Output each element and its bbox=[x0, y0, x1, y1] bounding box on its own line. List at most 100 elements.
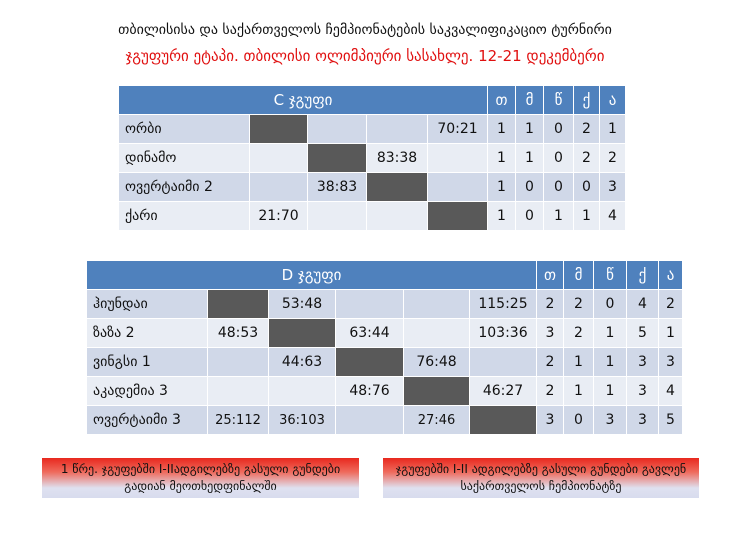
diagonal-cell bbox=[469, 405, 537, 435]
stat-column-header: ა bbox=[599, 85, 626, 115]
diagonal-cell bbox=[207, 289, 269, 319]
team-stat: 1 bbox=[487, 114, 516, 144]
team-name: ჰიუნდაი bbox=[86, 289, 208, 319]
group-title: D ჯგუფი bbox=[86, 260, 537, 290]
team-stat: 4 bbox=[626, 289, 659, 319]
match-score: 83:38 bbox=[366, 143, 428, 173]
match-score bbox=[307, 114, 367, 144]
match-score bbox=[207, 347, 269, 377]
match-score bbox=[335, 289, 404, 319]
match-score: 44:63 bbox=[268, 347, 336, 377]
tournament-title: თბილისისა და საქართველოს ჩემპიონატების ს… bbox=[118, 22, 612, 38]
team-stat: 1 bbox=[515, 114, 544, 144]
team-stat: 3 bbox=[536, 405, 564, 435]
match-score bbox=[427, 172, 488, 202]
team-name: აკადემია 3 bbox=[86, 376, 208, 406]
team-row: დინამო 83:38 1 1 0 2 2 bbox=[118, 143, 626, 173]
qualification-note-championship: ჯგუფებში I-II ადგილებზე გასული გუნდები გ… bbox=[383, 458, 699, 498]
team-row: ქარი 21:70 1 0 1 1 4 bbox=[118, 201, 626, 231]
team-stat: 0 bbox=[543, 172, 574, 202]
diagonal-cell bbox=[366, 172, 428, 202]
match-score: 63:44 bbox=[335, 318, 404, 348]
team-name: ზაზა 2 bbox=[86, 318, 208, 348]
match-score bbox=[268, 376, 336, 406]
match-score: 27:46 bbox=[403, 405, 470, 435]
team-stat: 1 bbox=[593, 376, 627, 406]
team-name: ქარი bbox=[118, 201, 250, 231]
team-stat: 3 bbox=[658, 347, 683, 377]
team-stat: 1 bbox=[563, 347, 594, 377]
stat-column-header: წ bbox=[593, 260, 627, 290]
match-score bbox=[366, 201, 428, 231]
team-stat: 1 bbox=[599, 114, 626, 144]
team-row: ორბი 70:21 1 1 0 2 1 bbox=[118, 114, 626, 144]
match-score bbox=[427, 143, 488, 173]
stat-column-header: ქ bbox=[573, 85, 600, 115]
diagonal-cell bbox=[335, 347, 404, 377]
match-score bbox=[366, 114, 428, 144]
match-score bbox=[469, 347, 537, 377]
match-score: 76:48 bbox=[403, 347, 470, 377]
team-row: ოვერტაიმი 2 38:83 1 0 0 0 3 bbox=[118, 172, 626, 202]
stat-column-header: ა bbox=[658, 260, 683, 290]
team-name: ვინგსი 1 bbox=[86, 347, 208, 377]
match-score: 46:27 bbox=[469, 376, 537, 406]
team-name: ოვერტაიმი 2 bbox=[118, 172, 250, 202]
team-row: ოვერტაიმი 3 25:112 36:103 27:46 3 0 3 3 5 bbox=[86, 405, 683, 435]
team-stat: 1 bbox=[573, 201, 600, 231]
diagonal-cell bbox=[249, 114, 308, 144]
diagonal-cell bbox=[307, 143, 367, 173]
diagonal-cell bbox=[427, 201, 488, 231]
stat-column-header: თ bbox=[487, 85, 516, 115]
team-stat: 2 bbox=[563, 318, 594, 348]
match-score: 53:48 bbox=[268, 289, 336, 319]
team-stat: 0 bbox=[573, 172, 600, 202]
stat-column-header: მ bbox=[515, 85, 544, 115]
team-stat: 5 bbox=[626, 318, 659, 348]
team-row: ჰიუნდაი 53:48 115:25 2 2 0 4 2 bbox=[86, 289, 683, 319]
team-stat: 3 bbox=[626, 405, 659, 435]
team-stat: 2 bbox=[599, 143, 626, 173]
team-stat: 2 bbox=[536, 376, 564, 406]
team-stat: 1 bbox=[658, 318, 683, 348]
group-title: C ჯგუფი bbox=[118, 85, 488, 115]
team-stat: 0 bbox=[593, 289, 627, 319]
team-stat: 1 bbox=[487, 172, 516, 202]
match-score bbox=[207, 376, 269, 406]
team-stat: 1 bbox=[487, 143, 516, 173]
stage-subtitle: ჯგუფური ეტაპი. თბილისი ოლიმპიური სასახლე… bbox=[125, 47, 605, 65]
match-score bbox=[335, 405, 404, 435]
team-stat: 5 bbox=[658, 405, 683, 435]
match-score bbox=[249, 172, 308, 202]
match-score bbox=[307, 201, 367, 231]
team-stat: 3 bbox=[536, 318, 564, 348]
diagonal-cell bbox=[268, 318, 336, 348]
stat-column-header: წ bbox=[543, 85, 574, 115]
match-score: 21:70 bbox=[249, 201, 308, 231]
team-stat: 2 bbox=[573, 114, 600, 144]
team-stat: 3 bbox=[593, 405, 627, 435]
match-score: 25:112 bbox=[207, 405, 269, 435]
group-header-row: C ჯგუფი თ მ წ ქ ა bbox=[118, 85, 626, 115]
match-score bbox=[403, 318, 470, 348]
team-stat: 1 bbox=[593, 347, 627, 377]
team-stat: 2 bbox=[563, 289, 594, 319]
match-score: 70:21 bbox=[427, 114, 488, 144]
team-name: ოვერტაიმი 3 bbox=[86, 405, 208, 435]
match-score: 38:83 bbox=[307, 172, 367, 202]
match-score: 48:76 bbox=[335, 376, 404, 406]
team-stat: 2 bbox=[536, 289, 564, 319]
team-name: დინამო bbox=[118, 143, 250, 173]
team-stat: 4 bbox=[658, 376, 683, 406]
match-score: 48:53 bbox=[207, 318, 269, 348]
team-row: აკადემია 3 48:76 46:27 2 1 1 3 4 bbox=[86, 376, 683, 406]
group-header-row: D ჯგუფი თ მ წ ქ ა bbox=[86, 260, 683, 290]
team-stat: 3 bbox=[626, 347, 659, 377]
match-score: 115:25 bbox=[469, 289, 537, 319]
qualification-note-quarterfinal: 1 წრე. ჯგუფებში I-IIადგილებზე გასული გუნ… bbox=[42, 458, 359, 498]
team-stat: 4 bbox=[599, 201, 626, 231]
team-stat: 1 bbox=[487, 201, 516, 231]
team-stat: 1 bbox=[515, 143, 544, 173]
team-stat: 2 bbox=[536, 347, 564, 377]
team-stat: 3 bbox=[599, 172, 626, 202]
